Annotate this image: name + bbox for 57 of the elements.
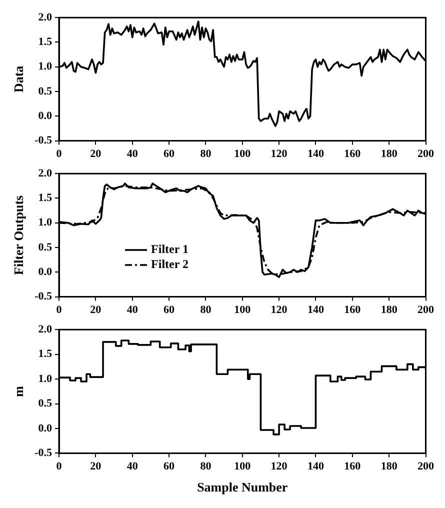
x-tick-label: 120 [270,148,288,160]
x-tick-label: 140 [307,148,324,160]
x-tick-label: 180 [380,460,398,473]
x-axis-title: Sample Number [197,480,288,495]
x-tick-label: 180 [380,148,398,160]
x-tick-label: 60 [164,304,176,316]
y-tick-label: 0.5 [38,398,53,410]
x-tick-label: 200 [418,148,434,160]
x-tick-label: 20 [90,460,102,473]
y-tick-label: 0.0 [38,422,53,434]
x-tick-label: 20 [90,304,102,316]
x-tick-label: 60 [164,460,176,473]
x-tick-label: 100 [234,304,252,316]
x-tick-label: 0 [56,460,62,473]
y-tick-label: 1.5 [38,36,53,48]
y-tick-label: -0.5 [34,290,53,303]
x-tick-label: 20 [90,148,102,160]
x-tick-label: 40 [126,460,138,473]
x-tick-label: 0 [56,148,62,160]
y-tick-label: -0.5 [34,134,53,147]
y-tick-label: 2.0 [38,323,53,336]
x-tick-label: 100 [234,460,252,473]
x-tick-label: 80 [200,304,212,316]
x-tick-label: 100 [234,148,252,160]
x-tick-label: 160 [344,148,362,160]
y-tick-label: 0.5 [38,241,53,254]
y-tick-label: -0.5 [34,447,53,460]
y-tick-label: 1.0 [38,372,53,385]
y-tick-label: 1.0 [38,60,53,73]
x-tick-label: 40 [126,148,138,160]
legend-label: Filter 2 [151,257,188,272]
x-tick-label: 140 [307,304,324,316]
y-tick-label: 1.5 [38,348,53,360]
x-tick-label: 180 [380,304,398,316]
x-tick-label: 200 [418,460,434,473]
y-axis-title: m [11,386,26,397]
x-tick-label: 60 [164,148,176,160]
x-tick-label: 80 [200,148,212,160]
y-tick-label: 1.5 [38,192,53,204]
y-tick-label: 2.0 [38,11,53,24]
x-tick-label: 40 [126,304,138,316]
x-tick-label: 160 [344,460,362,473]
y-axis-title: Data [11,65,26,93]
x-tick-label: 0 [56,304,62,316]
x-tick-label: 80 [200,460,212,473]
y-tick-label: 1.0 [38,216,53,229]
y-tick-label: 0.0 [38,266,53,278]
x-tick-label: 120 [270,460,288,473]
y-tick-label: 0.5 [38,85,53,98]
x-tick-label: 160 [344,304,362,316]
x-tick-label: 200 [418,304,434,316]
y-axis-title: Filter Outputs [11,195,26,275]
y-tick-label: 0.0 [38,110,53,122]
x-tick-label: 120 [270,304,288,316]
legend-label: Filter 1 [151,242,188,256]
y-tick-label: 2.0 [38,167,53,180]
x-tick-label: 140 [307,460,324,473]
